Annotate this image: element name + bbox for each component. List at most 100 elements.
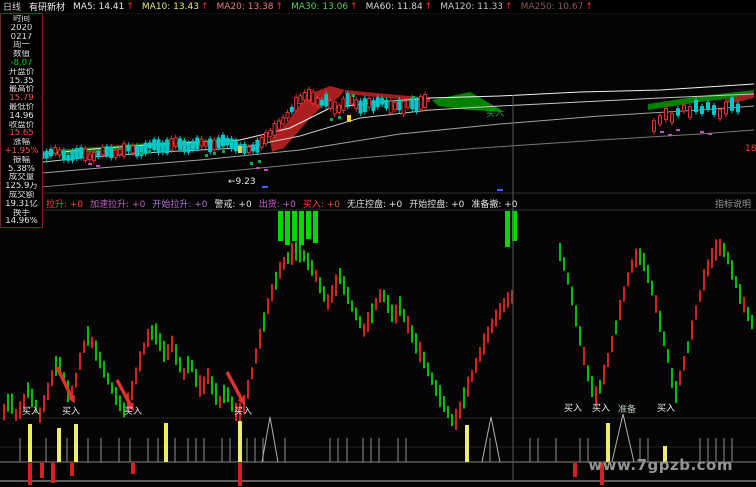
stock-name[interactable]: 有研新材 [29, 3, 66, 13]
candle-body [221, 134, 225, 147]
quote-info-line: -8.07 [10, 58, 33, 68]
trend-up-arrow-icon: ↑ [275, 1, 284, 12]
candle-body [700, 106, 704, 114]
candle-body [156, 139, 161, 153]
quote-info-line: 收盘价 [8, 120, 35, 130]
quote-info-panel: 时间 2020 0217 周一 数值 -8.07 开盘价 15.35 最高价 15.79 最低价 14… [0, 13, 43, 229]
candle-body [658, 115, 662, 125]
cost-mark [676, 129, 680, 131]
candle-body [380, 98, 385, 105]
quote-info-line: 14.96 [9, 111, 34, 121]
watermark: www.7gpzb.com [588, 456, 733, 474]
candle-body [264, 132, 268, 144]
signal-triangle [611, 413, 635, 463]
signal-arrow [115, 379, 133, 407]
annotation-mark [148, 150, 151, 153]
annotation-mark [352, 94, 355, 97]
legend-item: 买入: +0 [302, 200, 341, 210]
candle-body [195, 137, 200, 150]
ma-value: MA10: 13.43 ↑ [141, 1, 209, 12]
signal-yellow-bar [663, 446, 667, 462]
trend-up-arrow-icon: ↑ [350, 1, 358, 12]
candle-body [70, 150, 75, 161]
candle-body [44, 150, 49, 159]
quote-info-line: 时间 [12, 15, 30, 24]
signal-yellow-bar [606, 423, 610, 462]
signal-hang-bar [285, 211, 290, 245]
ma-value: MA30: 13.06 ↑ [291, 1, 358, 12]
buy-annotation-main-chart: 买入 [486, 109, 505, 119]
signal-red-bar [600, 463, 604, 485]
quote-info-line: 数值 [12, 50, 30, 59]
candle-body [259, 136, 264, 148]
signal-red-bar [70, 463, 74, 476]
candle-body [298, 95, 303, 104]
candle-body [341, 98, 346, 111]
quote-info-line: 成交额 [8, 190, 35, 200]
candle-body [367, 98, 372, 108]
candle-body [117, 148, 122, 156]
buy-signal-label: 买入 [22, 407, 41, 417]
candle-body [337, 104, 342, 114]
candle-body [57, 149, 62, 156]
candle-body [285, 112, 290, 119]
candle-body [688, 106, 692, 118]
candle-body [233, 140, 238, 152]
trend-up-arrow-icon: ↑ [126, 1, 134, 12]
quote-info-line: 15.65 [9, 129, 34, 139]
candle-body [652, 120, 656, 132]
candle-body [332, 101, 337, 115]
highlight-mark [238, 146, 242, 153]
quote-info-line: 换手 [12, 208, 30, 218]
buy-signal-label: 买入 [124, 407, 143, 417]
blue-mark [497, 189, 503, 191]
ma-line [7, 105, 755, 177]
annotation-mark [140, 152, 143, 155]
legend-item: 开始控盘: +0 [409, 200, 465, 210]
candle-body [414, 99, 419, 112]
signal-arrow [225, 371, 244, 401]
signal-hang-bar [313, 211, 318, 243]
candle-body [350, 95, 354, 105]
buy-signal-label: 买入 [62, 407, 81, 417]
trend-up-arrow-icon: ↑ [424, 1, 433, 12]
ma-value: MA20: 13.38 ↑ [216, 1, 284, 12]
candle-body [345, 93, 350, 108]
cost-mark [88, 163, 92, 165]
buy-signal-label: 买入 [592, 404, 611, 414]
candle-body [371, 100, 376, 112]
signal-red-bar [40, 463, 44, 478]
candle-body [276, 120, 281, 130]
candle-body [160, 142, 165, 153]
candle-body [388, 100, 393, 114]
quote-info-line: 涨幅 [12, 138, 30, 147]
signal-red-bar [238, 463, 242, 486]
quote-info-line: 开盘价 [8, 67, 35, 77]
candle-body [229, 138, 234, 150]
cost-mark [700, 131, 704, 133]
legend-item: 出货: +0 [258, 200, 296, 210]
candle-body [302, 92, 307, 101]
candle-body [324, 93, 329, 107]
candle-body [664, 108, 668, 120]
candle-body [375, 97, 380, 108]
period-label[interactable]: 日线 [3, 3, 22, 13]
signal-triangle [481, 416, 501, 463]
candle-body [96, 150, 101, 157]
cost-mark [660, 131, 664, 133]
candle-body [311, 91, 316, 104]
indicator-help-link[interactable]: 指标说明 [714, 200, 751, 210]
candle-body [66, 155, 71, 161]
candle-body [49, 148, 53, 157]
signal-triangle [261, 416, 279, 463]
signal-hang-bar [278, 211, 283, 241]
signal-yellow-bar [57, 428, 61, 462]
indicator-legend-row: 拉升: +0 加速拉升: +0 开始拉升: +0 警戒: +0 出货: +0 买入: +0… [46, 197, 692, 210]
legend-item: 拉升: +0 [46, 200, 84, 210]
candle-body [694, 99, 698, 113]
candle-body [139, 146, 144, 157]
candle-body [61, 150, 66, 161]
candle-body [212, 139, 217, 151]
candle-body [113, 149, 118, 158]
candle-body [294, 96, 299, 111]
